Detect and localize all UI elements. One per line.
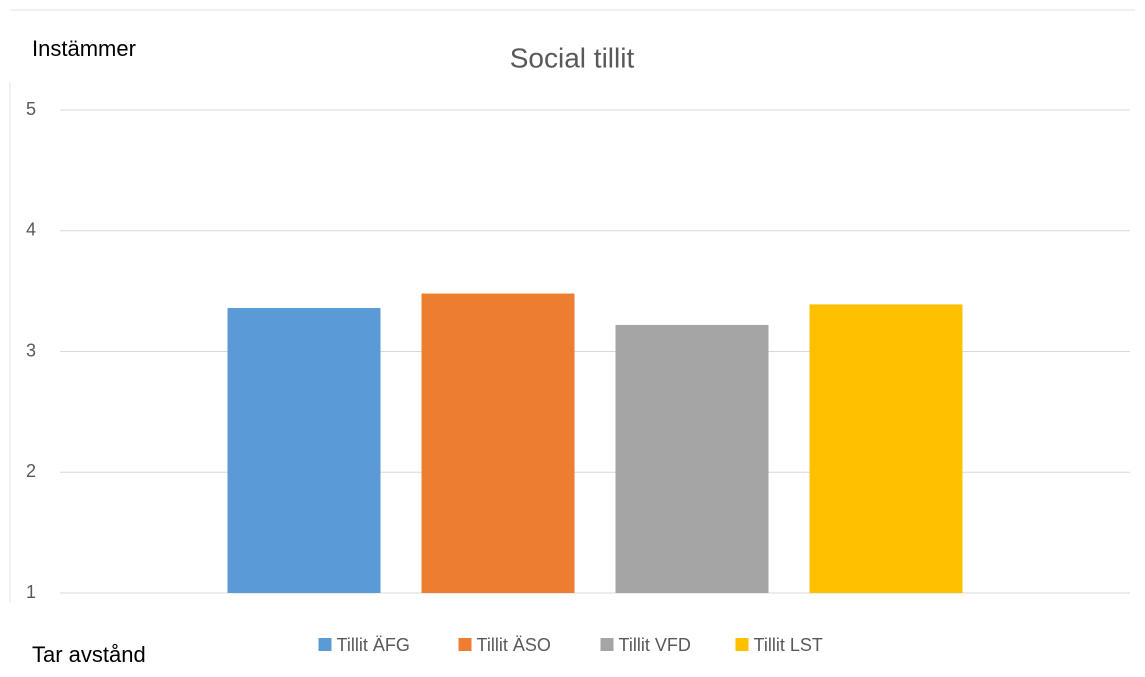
annotation: Tar avstånd xyxy=(32,642,146,667)
legend-swatch xyxy=(318,638,332,651)
bar xyxy=(227,308,381,593)
legend-swatch xyxy=(458,638,472,651)
bar xyxy=(421,293,575,593)
annotation: Instämmer xyxy=(32,36,136,61)
legend-swatch xyxy=(600,638,614,651)
legend-label: Tillit LST xyxy=(754,635,823,655)
y-tick-label: 4 xyxy=(26,220,36,240)
y-tick-label: 5 xyxy=(26,99,36,119)
legend-label: Tillit ÄSO xyxy=(477,635,551,655)
chart-title: Social tillit xyxy=(510,42,635,73)
legend-swatch xyxy=(735,638,749,651)
y-tick-label: 1 xyxy=(26,582,36,602)
bar xyxy=(809,304,963,593)
y-tick-label: 2 xyxy=(26,461,36,481)
legend-label: Tillit VFD xyxy=(619,635,691,655)
legend-label: Tillit ÄFG xyxy=(337,635,410,655)
bar xyxy=(615,324,769,593)
y-tick-label: 3 xyxy=(26,340,36,360)
